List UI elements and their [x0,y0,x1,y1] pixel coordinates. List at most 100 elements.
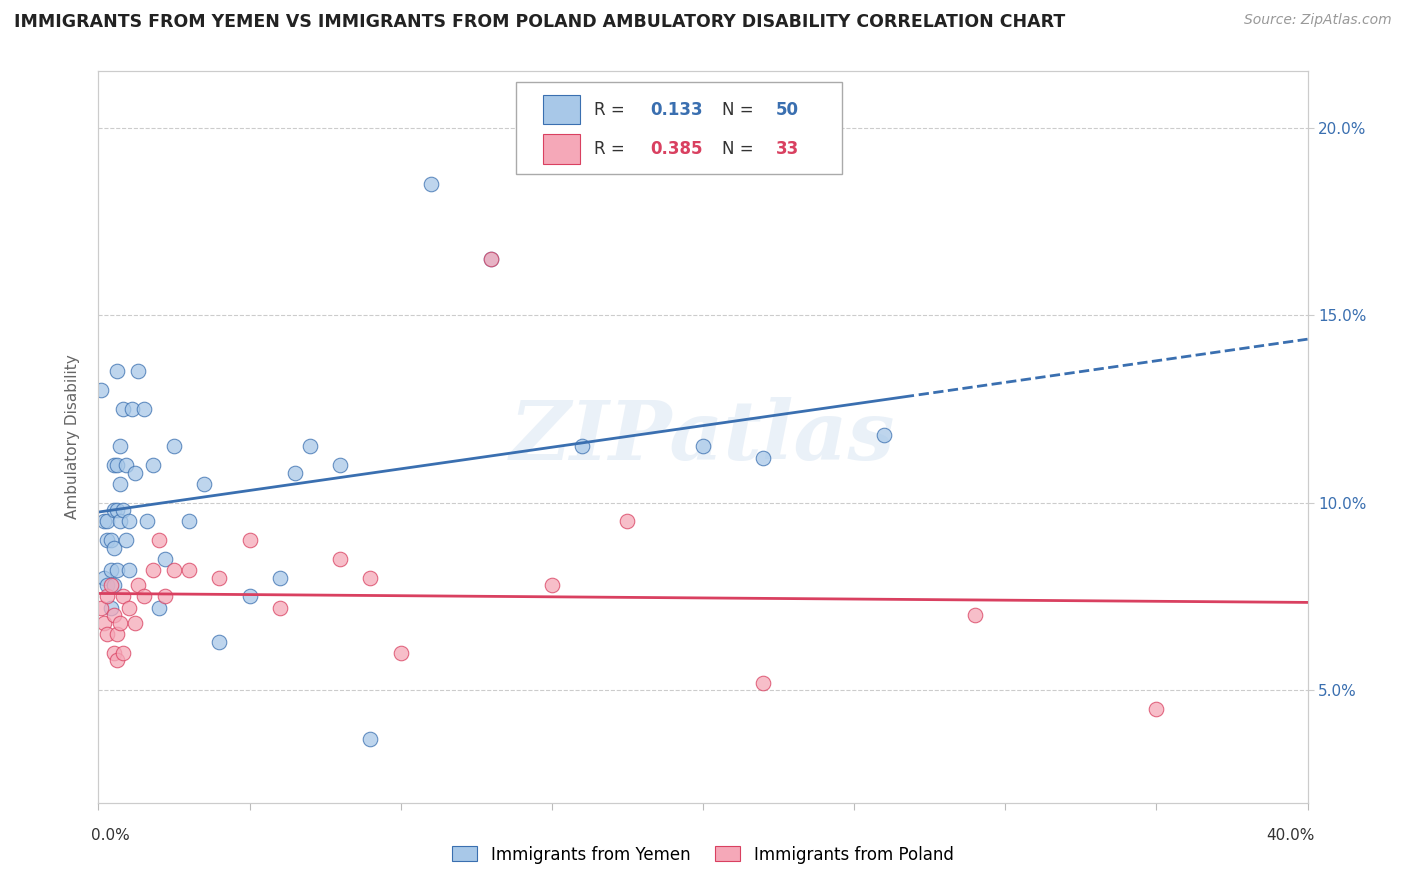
Legend: Immigrants from Yemen, Immigrants from Poland: Immigrants from Yemen, Immigrants from P… [446,839,960,871]
Text: 33: 33 [776,140,799,158]
Point [121,401,143,416]
Point [179,515,201,529]
Text: R =: R = [595,140,630,158]
Point [299,440,322,454]
Point [105,458,128,473]
Point [118,515,141,529]
Point [93,515,115,529]
Point [105,653,128,667]
Point [153,552,176,566]
Point [163,440,186,454]
Point [420,177,443,191]
Point [90,600,112,615]
Point [96,515,118,529]
FancyBboxPatch shape [543,135,579,164]
Point [752,450,775,465]
Point [148,600,170,615]
Point [142,563,165,577]
Point [103,503,125,517]
Text: 40.0%: 40.0% [1267,829,1315,843]
Point [105,364,128,378]
Point [105,563,128,577]
Point [96,533,118,548]
Point [103,578,125,592]
Point [965,608,987,623]
Point [153,590,176,604]
Point [103,458,125,473]
Point [193,477,215,491]
Point [329,458,352,473]
Point [100,578,122,592]
Point [111,503,134,517]
Point [481,252,503,266]
Point [96,578,118,592]
Point [114,458,136,473]
Text: Source: ZipAtlas.com: Source: ZipAtlas.com [1244,13,1392,28]
Point [135,515,157,529]
Point [108,615,131,630]
Point [103,608,125,623]
Text: ZIPatlas: ZIPatlas [510,397,896,477]
Text: N =: N = [723,140,759,158]
Point [208,571,231,585]
Point [111,590,134,604]
Point [124,615,146,630]
Point [105,627,128,641]
Point [284,466,307,480]
Point [148,533,170,548]
FancyBboxPatch shape [543,95,579,124]
Point [111,646,134,660]
Point [105,503,128,517]
Point [100,600,122,615]
Point [540,578,562,592]
Point [132,401,155,416]
Point [163,563,186,577]
Text: 0.133: 0.133 [650,101,703,119]
Point [111,401,134,416]
Point [239,533,262,548]
Text: IMMIGRANTS FROM YEMEN VS IMMIGRANTS FROM POLAND AMBULATORY DISABILITY CORRELATIO: IMMIGRANTS FROM YEMEN VS IMMIGRANTS FROM… [14,13,1066,31]
Text: 0.0%: 0.0% [91,829,131,843]
Point [118,600,141,615]
Point [100,533,122,548]
Point [127,578,149,592]
Point [360,732,382,747]
Point [360,571,382,585]
Point [269,571,291,585]
Point [96,627,118,641]
Point [873,428,896,442]
Point [752,675,775,690]
Point [692,440,714,454]
Point [103,646,125,660]
Point [124,466,146,480]
Text: 50: 50 [776,101,799,119]
Point [269,600,291,615]
Y-axis label: Ambulatory Disability: Ambulatory Disability [65,355,80,519]
Text: 0.385: 0.385 [650,140,702,158]
Point [208,634,231,648]
FancyBboxPatch shape [516,82,842,174]
Point [108,515,131,529]
Text: R =: R = [595,101,630,119]
Point [96,590,118,604]
Point [1144,702,1167,716]
Point [100,563,122,577]
Text: N =: N = [723,101,759,119]
Point [93,571,115,585]
Point [108,440,131,454]
Point [389,646,412,660]
Point [571,440,593,454]
Point [329,552,352,566]
Point [118,563,141,577]
Point [179,563,201,577]
Point [127,364,149,378]
Point [114,533,136,548]
Point [108,477,131,491]
Point [239,590,262,604]
Point [616,515,638,529]
Point [481,252,503,266]
Point [90,383,112,397]
Point [93,615,115,630]
Point [142,458,165,473]
Point [103,541,125,555]
